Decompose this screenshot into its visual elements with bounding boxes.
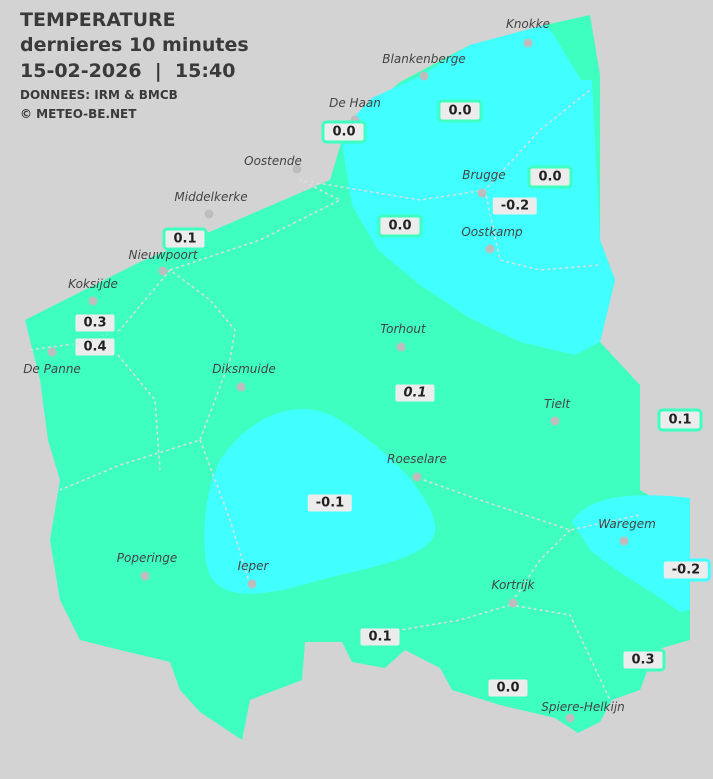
roads xyxy=(29,89,641,701)
map-subtitle: dernieres 10 minutes xyxy=(20,34,249,56)
temperature-reading: 0.0 xyxy=(527,165,573,189)
city-dot xyxy=(88,296,98,306)
city-label: Koksijde xyxy=(68,277,118,291)
temperature-reading: 0.1 xyxy=(162,227,208,251)
temperature-reading: 0.1 xyxy=(657,408,703,432)
temperature-reading: -0.2 xyxy=(660,558,712,582)
data-source: DONNEES: IRM & BMCB xyxy=(20,88,178,102)
temperature-reading: 0.0 xyxy=(321,120,367,144)
city-dot xyxy=(47,347,57,357)
city-dot xyxy=(485,244,495,254)
city-label: Roeselare xyxy=(387,452,447,466)
city-label: Spiere-Helkijn xyxy=(541,700,625,714)
zone-below-zero-east xyxy=(572,495,690,612)
city-dot xyxy=(204,209,214,219)
city-dot xyxy=(565,713,575,723)
city-label: De Panne xyxy=(23,362,81,376)
city-label: Torhout xyxy=(380,322,426,336)
temperature-reading: 0.3 xyxy=(72,311,118,335)
city-dot xyxy=(508,598,518,608)
temperature-reading: 0.0 xyxy=(377,214,423,238)
temperature-reading: -0.1 xyxy=(304,491,356,515)
city-dot xyxy=(247,579,257,589)
city-dot xyxy=(396,342,406,352)
city-dot xyxy=(419,71,429,81)
city-label: Blankenberge xyxy=(382,52,466,66)
city-dot xyxy=(550,416,560,426)
city-label: Waregem xyxy=(598,517,656,531)
city-label: De Haan xyxy=(329,96,381,110)
temperature-reading: 0.3 xyxy=(620,648,666,672)
temperature-reading: 0.0 xyxy=(485,676,531,700)
temperature-reading: 0.4 xyxy=(72,335,118,359)
temperature-reading: 0.1 xyxy=(392,381,438,405)
city-dot xyxy=(412,472,422,482)
copyright: © METEO-BE.NET xyxy=(20,107,137,121)
city-label: Middelkerke xyxy=(174,190,248,204)
city-label: Nieuwpoort xyxy=(128,248,198,262)
city-label: Knokke xyxy=(505,17,551,31)
city-label: Tielt xyxy=(543,397,571,411)
city-label: Oostende xyxy=(244,154,302,168)
city-dot xyxy=(523,38,533,48)
temperature-reading: 0.0 xyxy=(437,99,483,123)
city-label: Oostkamp xyxy=(461,225,523,239)
city-dot xyxy=(292,164,302,174)
city-label: Brugge xyxy=(462,168,506,182)
city-dot xyxy=(158,266,168,276)
city-dot xyxy=(140,571,150,581)
city-label: Diksmuide xyxy=(212,362,276,376)
zone-green-knokke xyxy=(548,15,592,80)
city-label: Poperinge xyxy=(116,551,178,565)
city-dot xyxy=(350,115,360,125)
map-title: TEMPERATURE xyxy=(20,9,176,31)
city-label: Kortrijk xyxy=(491,578,535,592)
city-dot xyxy=(477,188,487,198)
temperature-reading: -0.2 xyxy=(489,194,541,218)
city-dot xyxy=(619,536,629,546)
city-dot xyxy=(236,382,246,392)
map-datetime: 15-02-2026 | 15:40 xyxy=(20,60,236,82)
city-label: Ieper xyxy=(237,559,269,573)
temperature-reading: 0.1 xyxy=(357,625,403,649)
